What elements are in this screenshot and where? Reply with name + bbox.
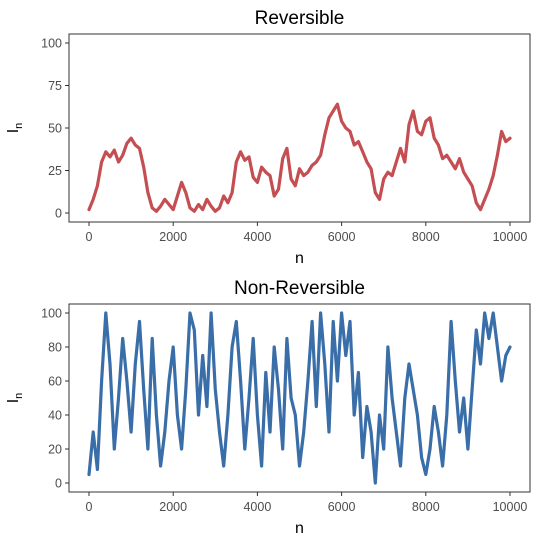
panel-border bbox=[68, 33, 531, 223]
y-tick-label: 50 bbox=[48, 121, 62, 135]
y-tick-label: 100 bbox=[41, 36, 62, 50]
y-tick-label: 75 bbox=[48, 79, 62, 93]
y-tick-label: 0 bbox=[55, 206, 62, 220]
panel-non-reversible: Non-Reversible 0 2000 4000 6000 8000 10000 0 20 4… bbox=[5, 278, 531, 537]
x-tick-label: 6000 bbox=[328, 230, 356, 244]
x-tick-label: 8000 bbox=[412, 500, 440, 514]
y-axis-label-subscript: n bbox=[13, 393, 25, 399]
x-tick-label: 2000 bbox=[159, 230, 187, 244]
panel-border bbox=[68, 303, 531, 493]
y-tick-label: 80 bbox=[48, 340, 62, 354]
x-tick-label: 8000 bbox=[412, 230, 440, 244]
x-tick-label: 0 bbox=[86, 500, 93, 514]
panel-reversible: Reversible 0 2000 4000 6000 8000 10000 0 25 50 75 1… bbox=[5, 8, 531, 267]
y-tick-label: 60 bbox=[48, 374, 62, 388]
x-tick-label: 4000 bbox=[243, 230, 271, 244]
y-tick-label: 20 bbox=[48, 442, 62, 456]
x-axis-label: n bbox=[295, 250, 304, 267]
y-axis-label-subscript: n bbox=[13, 123, 25, 129]
x-tick-label: 10000 bbox=[493, 230, 528, 244]
y-tick-label: 25 bbox=[48, 164, 62, 178]
x-axis-label: n bbox=[295, 520, 304, 537]
y-tick-label: 40 bbox=[48, 408, 62, 422]
x-tick-label: 10000 bbox=[493, 500, 528, 514]
y-axis-label-main: I bbox=[5, 129, 22, 133]
y-axis-label: In bbox=[5, 123, 25, 134]
x-tick-label: 4000 bbox=[243, 500, 271, 514]
y-tick-label: 100 bbox=[41, 306, 62, 320]
series-line bbox=[87, 102, 512, 213]
y-axis-label-main: I bbox=[5, 399, 22, 403]
chart-title: Reversible bbox=[255, 8, 345, 29]
x-tick-label: 6000 bbox=[328, 500, 356, 514]
y-axis-label: In bbox=[5, 393, 25, 404]
series-line bbox=[87, 311, 512, 485]
y-tick-label: 0 bbox=[55, 476, 62, 490]
x-tick-label: 0 bbox=[86, 230, 93, 244]
chart-title: Non-Reversible bbox=[234, 278, 365, 299]
x-tick-label: 2000 bbox=[159, 500, 187, 514]
